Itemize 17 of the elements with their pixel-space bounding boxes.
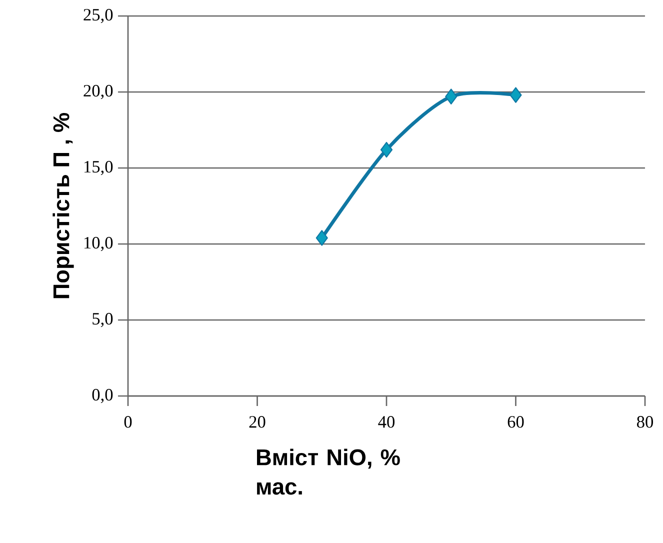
y-tick-label: 15,0 bbox=[84, 160, 113, 176]
x-tick-label: 20 bbox=[249, 416, 266, 428]
y-tick-label: 25,0 bbox=[84, 8, 113, 24]
y-axis-title: Пористість П , % bbox=[52, 112, 74, 298]
y-tick-label: 0,0 bbox=[92, 388, 113, 404]
x-axis-title: Вміст NiO, % мас. bbox=[257, 448, 400, 495]
y-tick-label: 5,0 bbox=[92, 312, 113, 328]
y-tick-label: 10,0 bbox=[84, 236, 113, 252]
point bbox=[510, 87, 522, 103]
point bbox=[445, 88, 458, 104]
x-tick-label: 80 bbox=[637, 416, 654, 428]
y-tick-label: 20,0 bbox=[84, 84, 113, 100]
x-tick-label: 40 bbox=[378, 416, 395, 428]
x-tick-label: 0 bbox=[124, 416, 132, 428]
x-tick-label: 60 bbox=[508, 416, 524, 428]
point bbox=[380, 142, 393, 158]
point bbox=[316, 230, 328, 246]
